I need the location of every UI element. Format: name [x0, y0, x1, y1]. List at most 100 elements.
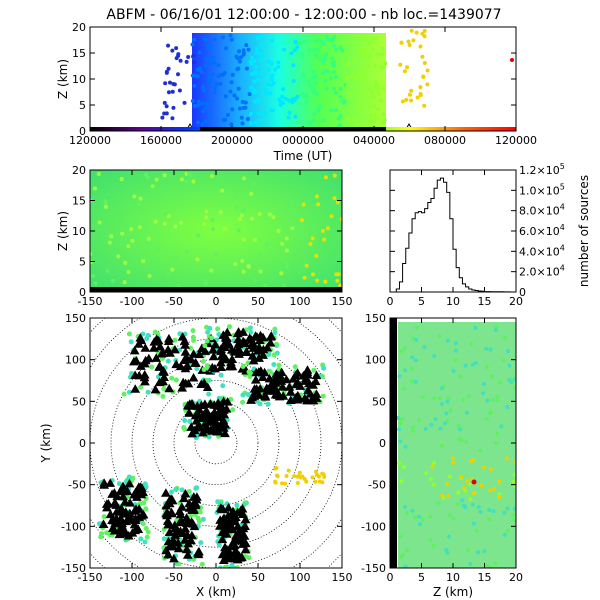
plan-view-marker	[177, 332, 188, 341]
time-height-point	[398, 62, 403, 67]
z-y-point	[484, 365, 489, 370]
plan-view-point	[229, 562, 235, 568]
plan-view-marker	[191, 494, 202, 504]
time-height-point	[270, 73, 275, 78]
z-y-point	[428, 537, 433, 542]
plan-view-marker	[265, 338, 276, 347]
plan-view-point	[215, 499, 221, 505]
time-height-point	[266, 67, 271, 72]
altitude-histogram-panel: 0 5 10 15 20 0 2.0×104 4.0×104 6.0×104 8.0×104 1.…	[387, 162, 592, 308]
z-y-point	[487, 508, 492, 513]
x-z-point	[162, 173, 167, 178]
time-height-point	[190, 98, 195, 103]
x-z-point	[249, 191, 254, 196]
x-z-point	[234, 205, 239, 210]
time-height-point	[246, 47, 251, 52]
plan-view-marker	[175, 509, 186, 519]
time-height-point	[420, 31, 425, 36]
time-height-point	[200, 101, 205, 106]
time-height-point	[331, 63, 336, 68]
time-height-point	[311, 69, 316, 74]
z-y-point	[438, 396, 443, 401]
z-y-point	[417, 514, 422, 519]
time-height-point	[293, 114, 298, 119]
time-height-point	[255, 36, 260, 41]
plan-view-point	[194, 366, 200, 372]
z-y-point	[505, 506, 510, 511]
z-y-point	[436, 500, 441, 505]
time-height-point	[415, 95, 420, 100]
plan-view-marker	[285, 387, 296, 396]
time-height-point	[400, 99, 405, 104]
plan-view-point	[142, 539, 148, 545]
plan-view-marker	[179, 336, 190, 345]
plan-view-point	[240, 399, 246, 405]
time-height-point	[249, 61, 254, 66]
time-height-point	[243, 105, 248, 110]
x-z-point	[130, 238, 135, 243]
x-z-point	[304, 263, 309, 268]
plan-view-marker	[250, 375, 261, 384]
time-height-points	[90, 28, 516, 131]
plan-view-marker	[154, 361, 165, 370]
time-height-point	[195, 120, 200, 125]
plan-view-marker	[105, 478, 116, 487]
z-y-point	[405, 511, 410, 516]
z-y-point	[512, 518, 516, 523]
time-height-point	[383, 61, 388, 66]
x-z-point	[204, 215, 209, 220]
z-y-point	[494, 440, 499, 445]
x-z-point	[120, 231, 125, 236]
time-height-point	[195, 74, 200, 79]
z-y-point	[464, 439, 469, 444]
plan-view-marker	[253, 367, 264, 376]
x-z-point	[299, 218, 304, 223]
z-y-point	[431, 482, 436, 487]
plan-view-marker	[223, 510, 234, 520]
plan-view-point	[128, 339, 134, 345]
time-height-point	[315, 48, 320, 53]
plan-view-marker	[253, 345, 264, 355]
x-z-point	[132, 194, 137, 199]
time-height-point	[311, 90, 316, 95]
z-y-point	[471, 458, 476, 463]
plan-view-marker	[240, 544, 251, 554]
time-height-point	[212, 90, 217, 95]
x-z-point	[250, 216, 255, 221]
z-y-point	[432, 396, 437, 401]
x-z-point	[179, 177, 184, 182]
time-height-point	[422, 28, 427, 33]
x-z-point	[236, 228, 241, 233]
plan-view-marker	[221, 404, 232, 413]
plan-view-point	[280, 481, 285, 486]
plan-view-marker	[129, 356, 139, 366]
x-tick-label: 100	[290, 295, 311, 308]
time-height-point	[281, 87, 286, 92]
y-tick-label: 0	[79, 437, 86, 450]
plan-view-marker	[181, 352, 192, 362]
time-height-point	[345, 84, 350, 89]
x-z-point	[315, 194, 320, 199]
y-tick-label: -100	[61, 520, 86, 533]
plan-view-marker	[246, 335, 257, 344]
plan-view-marker	[207, 362, 218, 372]
y-tick-label: 100	[65, 354, 86, 367]
time-height-point	[244, 43, 249, 48]
x-z-point	[302, 275, 307, 280]
x-z-point	[150, 184, 155, 189]
x-z-point	[126, 270, 131, 275]
y-tick-label: 0	[79, 125, 86, 138]
x-z-point	[314, 253, 319, 258]
plan-view-marker	[194, 546, 204, 556]
x-tick-label: 200000	[211, 134, 253, 147]
x-z-point	[214, 252, 219, 257]
plan-view-marker	[194, 404, 205, 414]
time-height-point	[276, 60, 281, 65]
x-z-point	[137, 202, 142, 207]
z-y-point	[447, 474, 452, 479]
time-height-point	[355, 73, 360, 78]
plan-view-marker	[188, 349, 199, 358]
time-height-point	[361, 76, 366, 81]
x-z-point	[103, 201, 108, 206]
plan-view-marker	[163, 336, 174, 345]
